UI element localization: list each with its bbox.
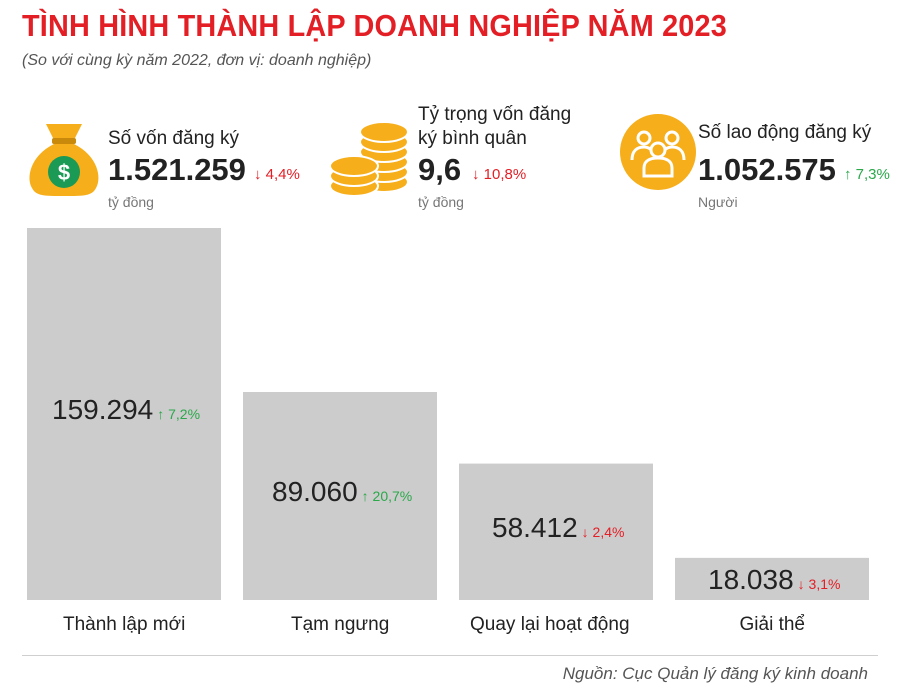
bar-change: ↑ 7,2% <box>157 406 201 422</box>
stat-label: Tỷ trọng vốn đăng <box>418 104 572 125</box>
category-label: Quay lại hoạt động <box>470 614 630 635</box>
bar-value-label: 159.294 ↑ 7,2% <box>52 394 200 426</box>
stat-label: Số lao động đăng ký <box>698 122 872 143</box>
page-title: TÌNH HÌNH THÀNH LẬP DOANH NGHIỆP NĂM 202… <box>22 8 727 43</box>
coins-icon <box>329 121 409 197</box>
svg-text:$: $ <box>58 160 70 185</box>
stat-value: 1.052.575 <box>698 152 836 187</box>
bar-change: ↑ 20,7% <box>361 488 413 504</box>
bar-value: 18.038 <box>708 564 794 595</box>
bar-change: ↓ 2,4% <box>581 523 625 540</box>
stat-change: ↓ 10,8% <box>472 166 527 183</box>
bar-value-label: 18.038 ↓ 3,1% <box>708 564 840 596</box>
stat-value: 1.521.259 <box>108 152 246 187</box>
bar-2 <box>459 463 653 600</box>
bar-1 <box>243 392 437 600</box>
category-label: Thành lập mới <box>63 614 186 635</box>
stat-unit: tỷ đồng <box>418 194 464 210</box>
stat-unit: tỷ đồng <box>108 194 154 210</box>
bar-value: 58.412 <box>492 511 578 543</box>
stat-unit: Người <box>698 194 738 210</box>
stat-change: ↑ 7,3% <box>844 166 890 183</box>
bar-value-label: 89.060 ↑ 20,7% <box>272 476 412 508</box>
bar-0 <box>27 228 221 600</box>
category-label: Giải thể <box>739 614 805 635</box>
money-bag-icon: $ <box>29 124 99 196</box>
people-icon <box>620 114 696 190</box>
stat-value: 9,6 <box>418 152 462 187</box>
bar-3 <box>675 557 869 600</box>
bar-value-label: 58.412 ↓ 2,4% <box>492 512 624 544</box>
footer-divider <box>22 655 878 656</box>
source-note: Nguồn: Cục Quản lý đăng ký kinh doanh <box>562 664 868 683</box>
stat-change: ↓ 4,4% <box>254 166 300 183</box>
bar-change: ↓ 3,1% <box>797 576 841 592</box>
category-label: Tạm ngưng <box>291 614 390 635</box>
stat-label-line2: ký bình quân <box>418 128 527 149</box>
bar-value: 159.294 <box>52 394 154 425</box>
page-subtitle: (So với cùng kỳ năm 2022, đơn vị: doanh … <box>22 52 372 69</box>
stat-label: Số vốn đăng ký <box>108 128 239 149</box>
bar-value: 89.060 <box>272 476 358 507</box>
